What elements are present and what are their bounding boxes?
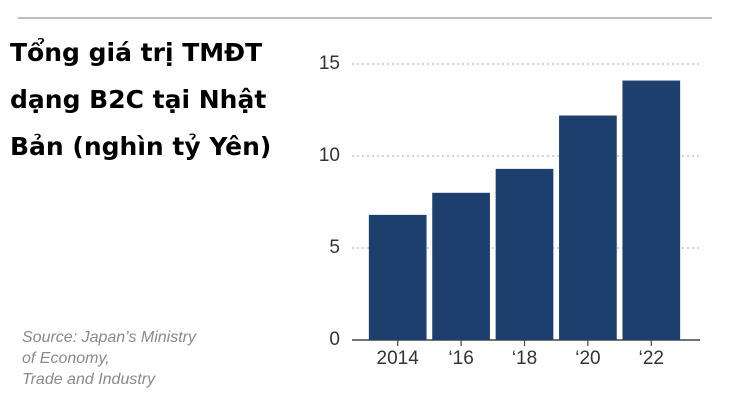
x-tick-label: ‘16 [448, 348, 473, 369]
y-tick-label: 0 [329, 329, 340, 350]
bar [432, 192, 490, 340]
source-note: of Economy, [22, 350, 110, 367]
bar [622, 80, 681, 340]
y-tick-label: 10 [319, 145, 340, 166]
bar [495, 168, 554, 340]
y-tick-label: 5 [329, 237, 340, 258]
chart-title: Bản (nghìn tỷ Yên) [10, 132, 271, 161]
bar [368, 214, 427, 340]
x-tick-label: ‘22 [639, 348, 664, 369]
y-tick-label: 15 [319, 53, 340, 74]
bar [559, 115, 617, 341]
x-tick-label: ‘18 [512, 348, 537, 369]
chart-title: dạng B2C tại Nhật [10, 85, 266, 114]
x-tick-label: ‘20 [575, 348, 600, 369]
source-note: Source: Japan’s Ministry [22, 329, 197, 346]
chart-title: Tổng giá trị TMĐT [10, 37, 262, 67]
x-tick-label: 2014 [377, 348, 420, 369]
source-note: Trade and Industry [22, 371, 156, 388]
